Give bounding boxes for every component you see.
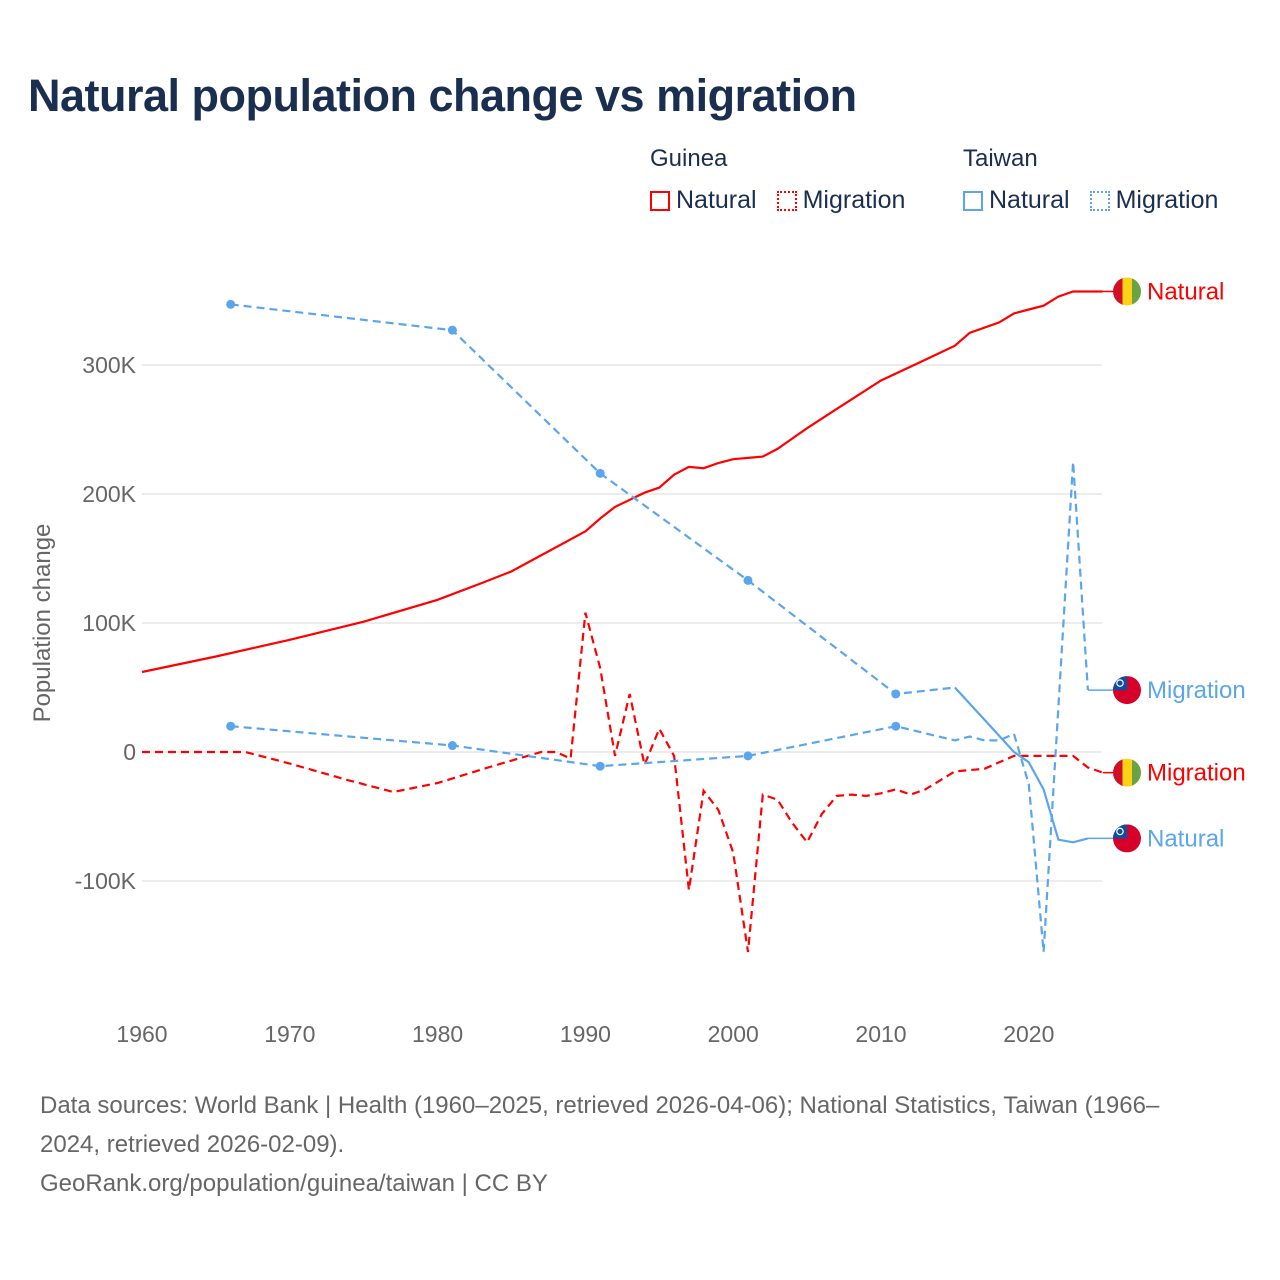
taiwan-natural-point <box>743 575 753 585</box>
guinea-migration-end-label: Migration <box>1147 760 1246 787</box>
solid-swatch-icon <box>650 190 670 211</box>
x-tick-label: 1980 <box>412 1021 463 1047</box>
x-tick-label: 1960 <box>116 1021 167 1047</box>
flag-green-band <box>1132 758 1141 787</box>
source-note-line2: 2024, retrieved 2026-02-09). <box>40 1131 345 1158</box>
flag-green-band <box>1132 277 1141 306</box>
legend-guinea-natural[interactable]: Natural <box>650 186 757 215</box>
legend-label: Migration <box>1115 186 1219 214</box>
taiwan-natural-point <box>891 689 901 699</box>
flag-yellow-band <box>1122 277 1132 306</box>
y-tick-label: 200K <box>82 481 136 507</box>
x-tick-label: 1990 <box>560 1021 611 1047</box>
taiwan-migration-point <box>743 751 753 761</box>
guinea-natural-line <box>141 290 1103 674</box>
legend-taiwan-natural[interactable]: Natural <box>963 186 1070 215</box>
taiwan-flag-icon <box>1113 676 1141 705</box>
taiwan-flag-icon <box>1113 824 1141 853</box>
taiwan-natural-interpolated-line <box>230 303 956 696</box>
taiwan-migration-point <box>447 741 457 751</box>
flag-blue-canton <box>1113 676 1127 691</box>
legend-group-taiwan: Taiwan <box>963 145 1038 172</box>
x-tick-label: 2010 <box>855 1021 906 1047</box>
taiwan-natural-point <box>447 325 457 335</box>
chart-title: Natural population change vs migration <box>28 70 857 121</box>
source-link[interactable]: GeoRank.org/population/guinea/taiwan | C… <box>40 1170 548 1197</box>
legend-label: Natural <box>989 186 1070 214</box>
x-tick-label: 2020 <box>1003 1021 1054 1047</box>
legend-items-taiwan: Natural Migration <box>963 186 1218 215</box>
legend-guinea-migration[interactable]: Migration <box>776 186 906 215</box>
source-note-line1: Data sources: World Bank | Health (1960–… <box>40 1092 1160 1119</box>
flag-yellow-band <box>1122 758 1132 787</box>
taiwan-migration-line <box>230 461 1089 953</box>
legend-taiwan-migration[interactable]: Migration <box>1089 186 1219 215</box>
taiwan-migration-point <box>891 721 901 731</box>
taiwan-natural-end-label: Natural <box>1147 825 1224 852</box>
guinea-flag-icon <box>1113 277 1141 306</box>
flag-sun <box>1116 679 1124 687</box>
y-axis-label: Population change <box>29 524 56 723</box>
dotted-swatch-icon <box>776 190 797 211</box>
flag-red-band <box>1113 277 1123 306</box>
y-tick-label: 100K <box>82 610 136 636</box>
taiwan-natural-point <box>595 468 605 478</box>
legend-label: Migration <box>802 186 906 214</box>
x-tick-label: 1970 <box>264 1021 315 1047</box>
flag-sun <box>1116 827 1124 836</box>
legend-items-guinea: Natural Migration <box>650 186 905 215</box>
taiwan-migration-point <box>595 761 605 771</box>
y-tick-label: 300K <box>82 352 136 378</box>
legend-group-guinea: Guinea <box>650 145 728 172</box>
guinea-migration-line <box>142 612 1104 953</box>
x-tick-label: 2000 <box>708 1021 759 1047</box>
solid-swatch-icon <box>963 190 983 211</box>
taiwan-migration-point <box>226 721 236 731</box>
dotted-swatch-icon <box>1089 190 1110 211</box>
guinea-natural-end-label: Natural <box>1147 278 1224 305</box>
legend-label: Natural <box>676 186 757 214</box>
flag-red-band <box>1113 758 1123 787</box>
guinea-flag-icon <box>1113 758 1141 787</box>
y-tick-label: -100K <box>75 868 137 894</box>
flag-blue-canton <box>1113 824 1127 839</box>
taiwan-natural-point <box>226 299 236 309</box>
taiwan-migration-end-label: Migration <box>1147 677 1246 704</box>
y-tick-label: 0 <box>123 739 136 765</box>
taiwan-natural-line <box>954 686 1089 844</box>
